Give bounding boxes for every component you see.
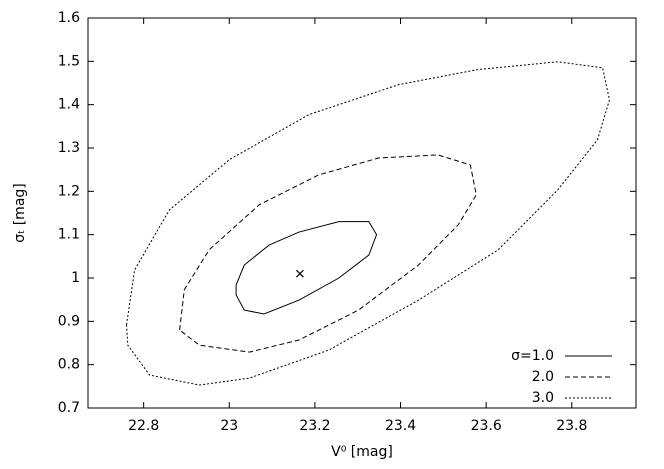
legend-label: σ=1.0 xyxy=(511,348,554,364)
x-tick-label: 23.6 xyxy=(471,418,502,434)
legend-label: 3.0 xyxy=(532,390,554,406)
x-tick-label: 22.8 xyxy=(128,418,159,434)
y-tick-label: 0.7 xyxy=(58,400,80,416)
contour-line xyxy=(179,154,477,353)
x-tick-label: 23.4 xyxy=(385,418,416,434)
contour-line xyxy=(126,61,610,386)
x-tick-label: 23.2 xyxy=(299,418,330,434)
y-tick-label: 1.6 xyxy=(58,10,80,26)
y-tick-label: 0.9 xyxy=(58,313,80,329)
x-tick-label: 23.8 xyxy=(556,418,587,434)
y-axis-label: σₜ [mag] xyxy=(12,183,28,242)
x-tick-label: 23 xyxy=(220,418,238,434)
y-tick-label: 1.4 xyxy=(58,97,80,113)
legend-label: 2.0 xyxy=(532,369,554,385)
point-marker xyxy=(295,269,304,278)
y-tick-label: 1.2 xyxy=(58,183,80,199)
y-tick-label: 1.3 xyxy=(58,140,80,156)
y-tick-label: 1.5 xyxy=(58,53,80,69)
y-tick-label: 0.8 xyxy=(58,357,80,373)
x-axis-label: V⁰ [mag] xyxy=(331,444,393,460)
plot-frame xyxy=(87,17,637,409)
contour-line xyxy=(235,221,378,315)
y-tick-label: 1 xyxy=(71,270,80,286)
y-tick-label: 1.1 xyxy=(58,227,80,243)
